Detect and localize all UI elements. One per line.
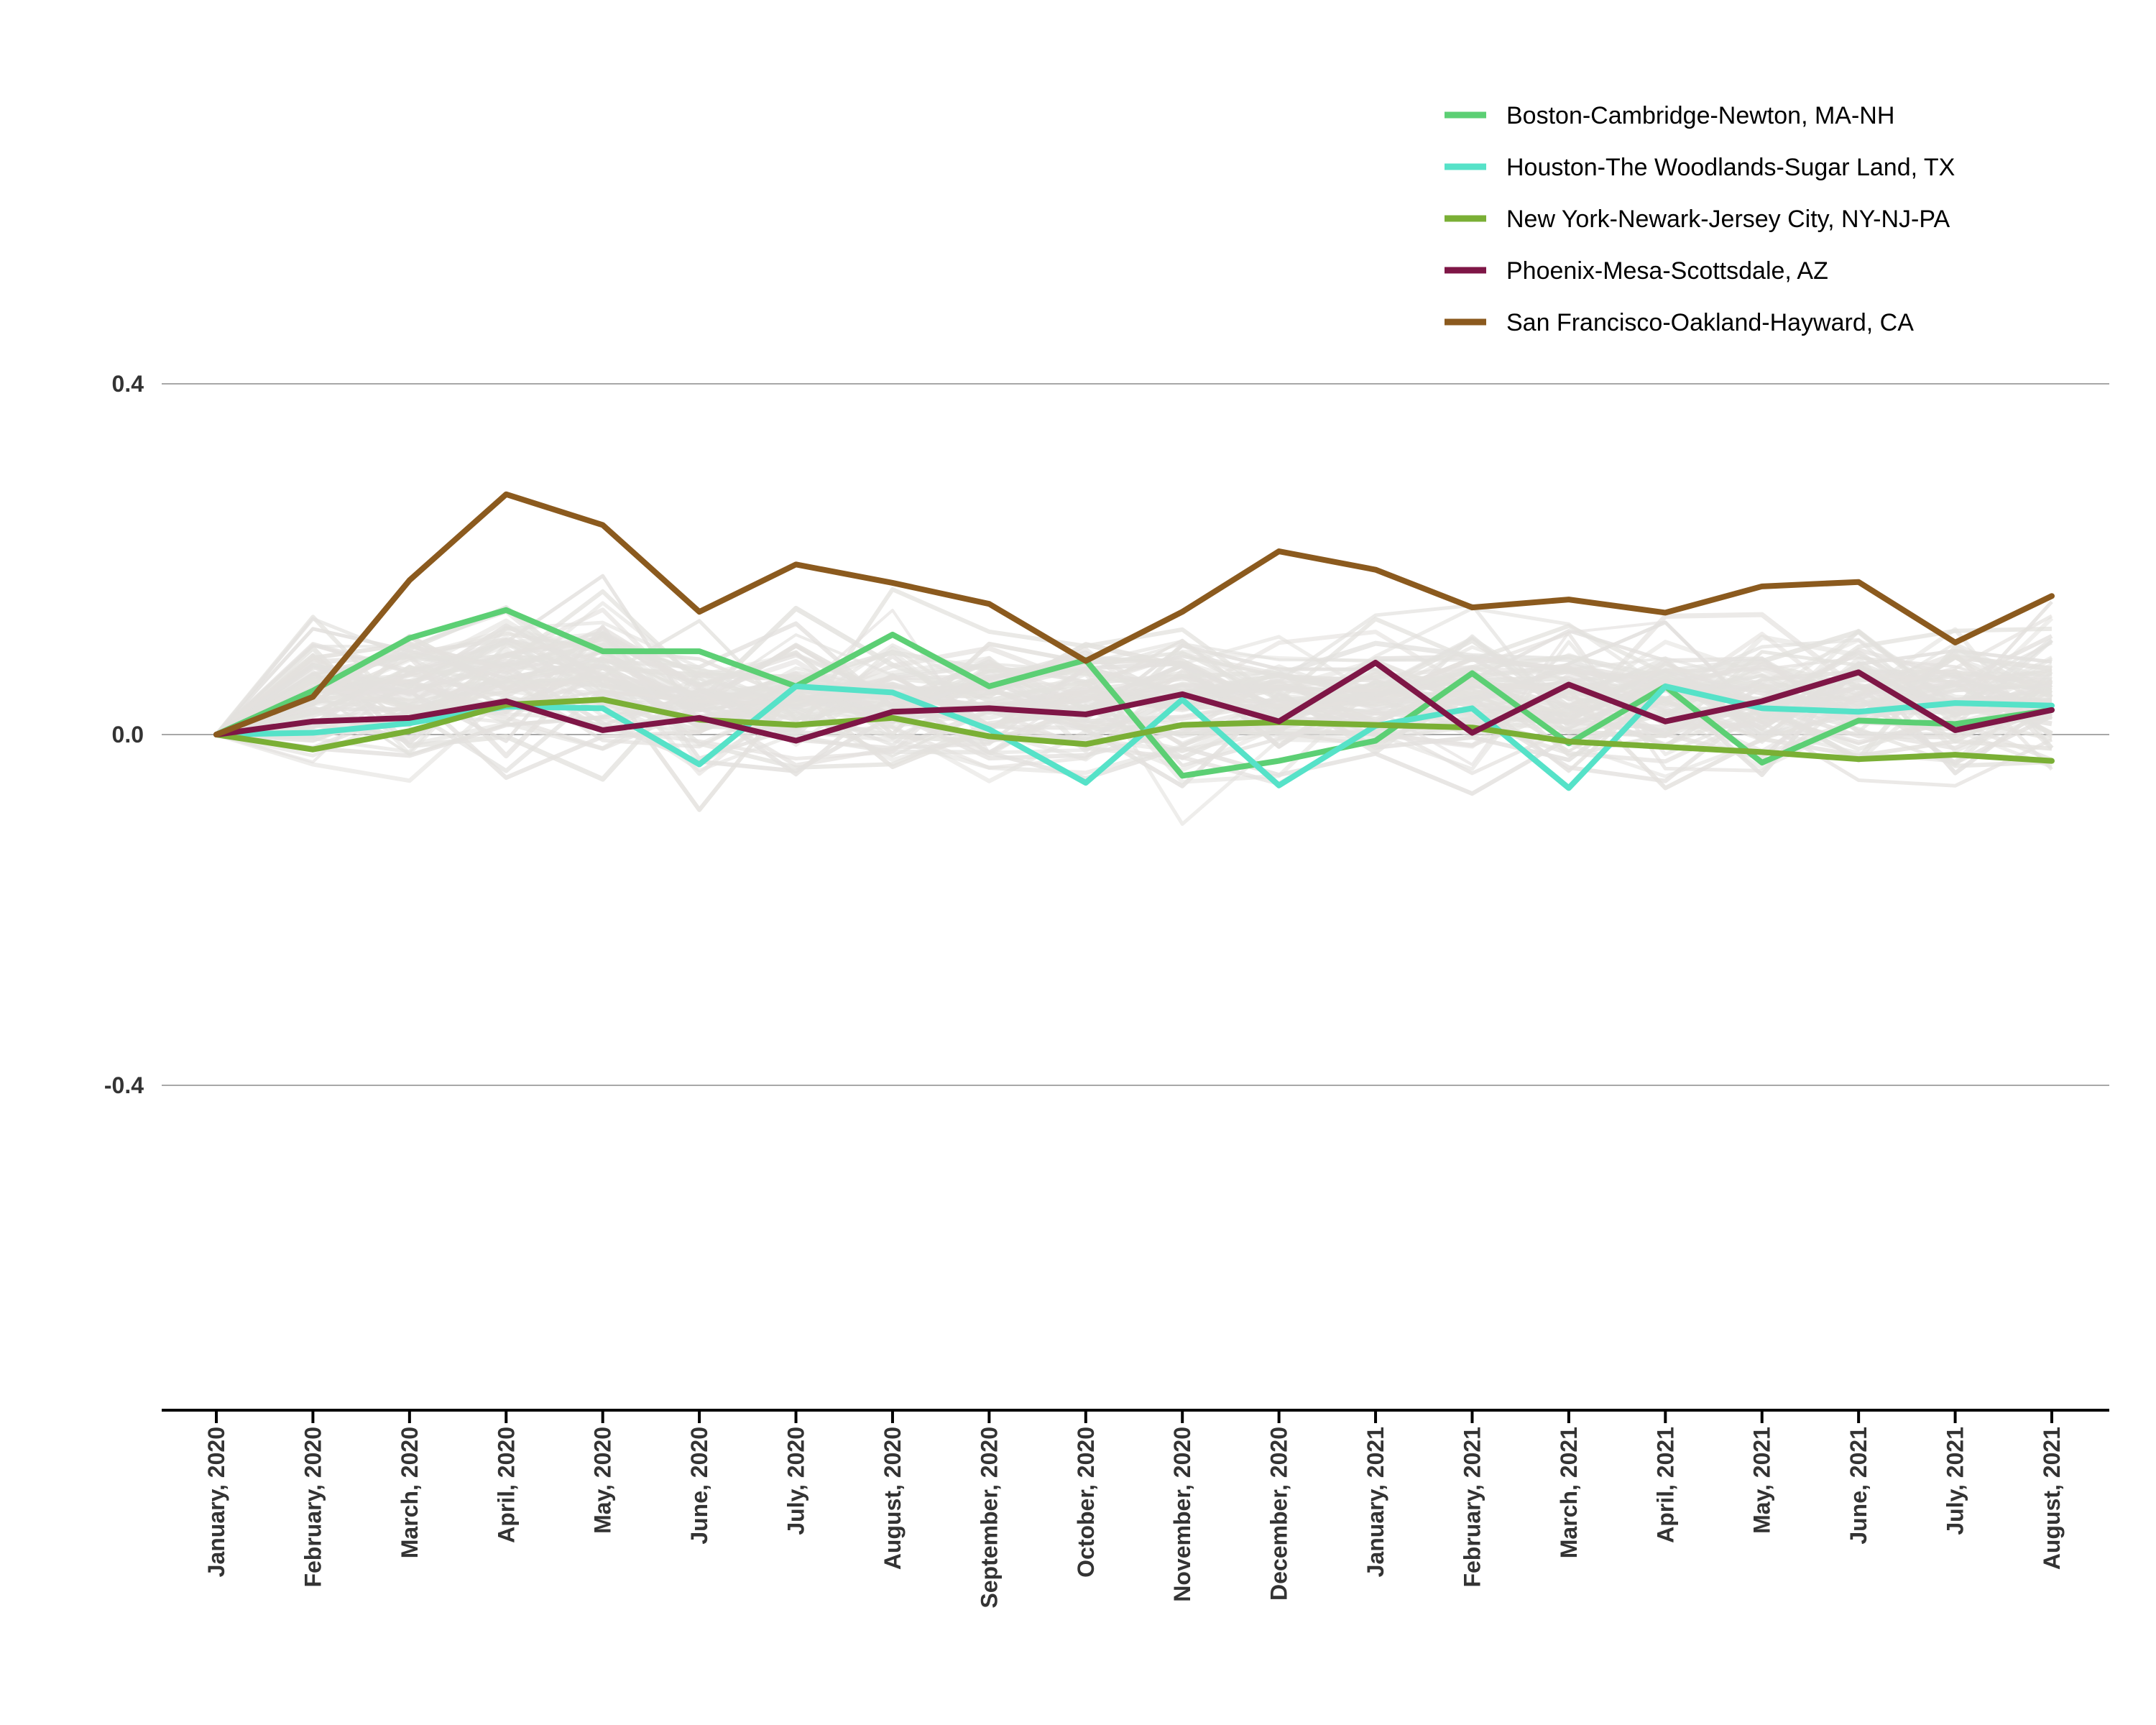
background-series-line xyxy=(215,658,2053,755)
legend-label: Houston-The Woodlands-Sugar Land, TX xyxy=(1506,154,1955,181)
x-tick-label: June, 2020 xyxy=(686,1427,712,1545)
x-tick-label: July, 2020 xyxy=(783,1427,809,1535)
y-tick-label: -0.4 xyxy=(104,1072,144,1098)
x-tick-label: February, 2021 xyxy=(1459,1427,1485,1588)
x-tick-label: October, 2020 xyxy=(1073,1427,1099,1578)
x-tick-label: January, 2020 xyxy=(203,1427,229,1577)
x-tick-label: February, 2020 xyxy=(300,1427,326,1588)
legend-label: San Francisco-Oakland-Hayward, CA xyxy=(1506,309,1914,336)
x-tick-label: July, 2021 xyxy=(1943,1427,1968,1535)
x-tick-label: April, 2021 xyxy=(1652,1427,1678,1543)
background-series-line xyxy=(216,619,2053,758)
x-tick-label: May, 2021 xyxy=(1749,1427,1775,1534)
x-tick-label: December, 2020 xyxy=(1266,1427,1292,1601)
x-tick-label: August, 2021 xyxy=(2039,1427,2065,1570)
background-series-line xyxy=(216,607,2053,737)
x-tick-label: June, 2021 xyxy=(1846,1427,1871,1545)
y-tick-label: 0.0 xyxy=(112,722,144,748)
x-tick-label: August, 2020 xyxy=(880,1427,906,1570)
x-axis: January, 2020 February, 2020 March, 2020 Ap… xyxy=(162,1409,2109,1609)
legend-label: New York-Newark-Jersey City, NY-NJ-PA xyxy=(1506,206,1950,233)
x-tick-label: September, 2020 xyxy=(976,1427,1002,1609)
y-axis: 0.4 0.0 -0.4 xyxy=(104,371,144,1098)
x-tick-label: May, 2020 xyxy=(590,1427,616,1534)
series-line xyxy=(213,491,2055,737)
series-line xyxy=(213,659,2055,744)
legend-label: Phoenix-Mesa-Scottsdale, AZ xyxy=(1506,257,1828,285)
background-series-group xyxy=(214,574,2054,827)
legend: Boston-Cambridge-Newton, MA-NH Houston-Th… xyxy=(1445,102,1955,336)
legend-label: Boston-Cambridge-Newton, MA-NH xyxy=(1506,102,1894,129)
x-tick-label: March, 2021 xyxy=(1556,1427,1582,1558)
x-tick-label: January, 2021 xyxy=(1363,1427,1388,1577)
x-tick-label: November, 2020 xyxy=(1169,1427,1195,1602)
y-tick-label: 0.4 xyxy=(112,371,144,397)
x-tick-label: March, 2020 xyxy=(397,1427,423,1558)
x-tick-label: April, 2020 xyxy=(493,1427,519,1543)
highlighted-series-group xyxy=(213,491,2055,791)
